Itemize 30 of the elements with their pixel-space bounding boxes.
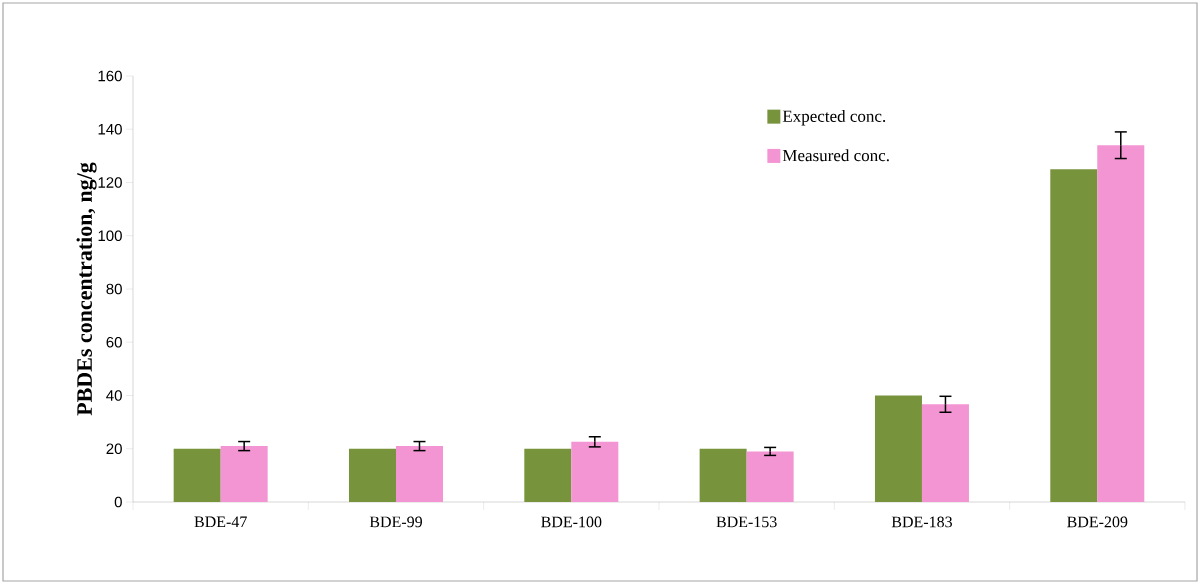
bar <box>874 395 922 502</box>
legend-label: Expected conc. <box>782 110 886 126</box>
y-tick-label: 20 <box>106 443 122 455</box>
x-tick-label: BDE-183 <box>891 516 952 528</box>
bar <box>571 441 619 502</box>
y-tick-label: 160 <box>98 70 122 82</box>
bar <box>699 448 747 502</box>
y-tick-label: 120 <box>98 177 122 188</box>
x-tick-label: BDE-100 <box>541 516 602 528</box>
bar <box>173 448 221 502</box>
x-tick-label: BDE-153 <box>716 516 777 528</box>
bar <box>746 451 794 502</box>
bar <box>348 448 396 502</box>
x-tick-label: BDE-209 <box>1067 516 1128 528</box>
y-tick-label: 80 <box>106 283 122 295</box>
bar <box>1050 169 1098 502</box>
bar <box>1097 145 1145 502</box>
x-tick-label: BDE-47 <box>194 516 247 528</box>
y-tick-label: 40 <box>106 390 122 401</box>
y-axis-title: PBDEs concentration, ng/g <box>76 162 97 416</box>
y-tick-label: 140 <box>98 123 122 135</box>
bar <box>524 448 572 502</box>
y-tick-label: 100 <box>98 230 122 242</box>
legend-label: Measured conc. <box>782 149 889 162</box>
y-tick-label: 60 <box>106 336 122 348</box>
bar <box>921 404 969 502</box>
y-tick-label: 0 <box>114 496 122 508</box>
bar <box>220 446 268 502</box>
x-tick-label: BDE-99 <box>369 516 422 528</box>
bar <box>395 446 443 502</box>
